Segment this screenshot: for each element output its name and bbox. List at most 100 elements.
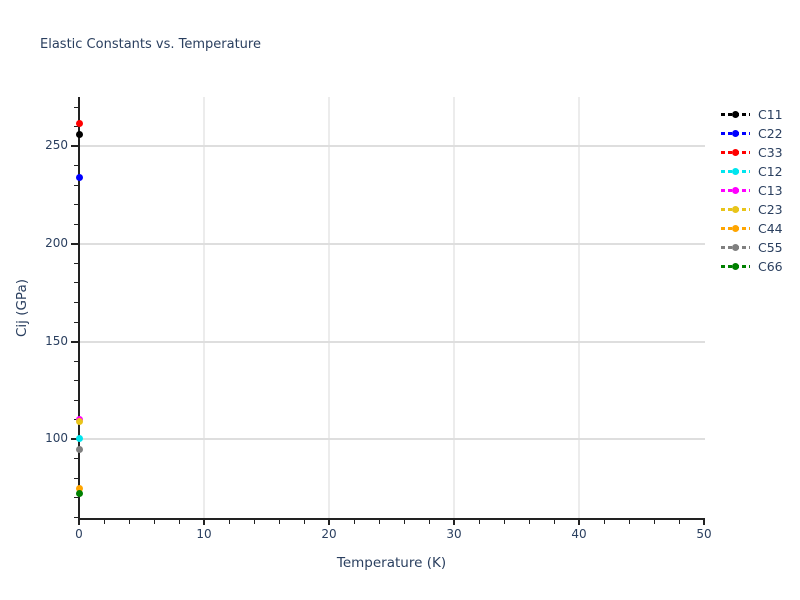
legend-item-C11[interactable]: C11 [721, 105, 783, 124]
x-major-tick-40 [578, 520, 580, 525]
gridline-x-20 [328, 97, 330, 519]
gridline-x-40 [578, 97, 580, 519]
legend-marker-icon [721, 186, 750, 195]
x-tick-label-0: 0 [75, 527, 83, 541]
y-minor-tick-140 [74, 360, 78, 362]
legend-item-C22[interactable]: C22 [721, 124, 783, 143]
y-major-tick-250 [71, 145, 78, 148]
x-major-tick-0 [78, 520, 80, 525]
legend-dot-icon [732, 111, 739, 118]
y-major-tick-200 [71, 242, 78, 245]
legend-item-C55[interactable]: C55 [721, 238, 783, 257]
y-minor-tick-60 [74, 516, 78, 518]
legend-marker-icon [721, 262, 750, 271]
legend-label: C22 [758, 126, 783, 141]
y-minor-tick-210 [74, 223, 78, 225]
x-minor-tick-24 [378, 520, 380, 524]
x-minor-tick-16 [278, 520, 280, 524]
x-tick-label-30: 30 [446, 527, 462, 541]
y-axis-line [78, 97, 80, 521]
legend-label: C66 [758, 259, 783, 274]
y-tick-label-100: 100 [45, 431, 68, 446]
x-minor-tick-8 [178, 520, 180, 524]
x-minor-tick-38 [553, 520, 555, 524]
legend-item-C23[interactable]: C23 [721, 200, 783, 219]
legend-item-C12[interactable]: C12 [721, 162, 783, 181]
legend-item-C66[interactable]: C66 [721, 257, 783, 276]
y-minor-tick-240 [74, 165, 78, 167]
y-minor-tick-180 [74, 282, 78, 284]
legend-item-C33[interactable]: C33 [721, 143, 783, 162]
gridline-y-150 [80, 340, 705, 343]
x-major-tick-10 [203, 520, 205, 525]
legend-label: C13 [758, 183, 783, 198]
legend-label: C55 [758, 240, 783, 255]
data-point-C33 [75, 120, 83, 128]
x-major-tick-20 [328, 520, 330, 525]
y-minor-tick-80 [74, 477, 78, 479]
legend-dot-icon [732, 225, 739, 232]
y-axis-title: Cij (GPa) [14, 278, 30, 338]
x-major-tick-50 [703, 520, 705, 525]
chart-title: Elastic Constants vs. Temperature [40, 37, 261, 52]
x-minor-tick-32 [478, 520, 480, 524]
data-point-C23 [75, 417, 83, 425]
data-point-C12 [75, 434, 83, 442]
x-minor-tick-42 [603, 520, 605, 524]
legend-label: C23 [758, 202, 783, 217]
legend-marker-icon [721, 148, 750, 157]
gridline-y-100 [80, 438, 705, 441]
x-tick-label-10: 10 [196, 527, 212, 541]
x-minor-tick-22 [353, 520, 355, 524]
data-point-C66 [75, 489, 83, 497]
x-minor-tick-14 [253, 520, 255, 524]
x-major-tick-30 [453, 520, 455, 525]
y-minor-tick-120 [74, 399, 78, 401]
legend-marker-icon [721, 243, 750, 252]
legend-marker-icon [721, 224, 750, 233]
x-minor-tick-18 [303, 520, 305, 524]
data-point-C55 [75, 445, 83, 453]
legend-label: C44 [758, 221, 783, 236]
legend-marker-icon [721, 110, 750, 119]
y-minor-tick-260 [74, 126, 78, 128]
y-tick-label-150: 150 [45, 333, 68, 348]
y-minor-tick-270 [74, 106, 78, 108]
data-point-C44 [75, 484, 83, 492]
gridline-y-200 [80, 242, 705, 245]
legend-dot-icon [732, 263, 739, 270]
y-minor-tick-190 [74, 262, 78, 264]
legend-dot-icon [732, 244, 739, 251]
legend-item-C13[interactable]: C13 [721, 181, 783, 200]
x-minor-tick-4 [128, 520, 130, 524]
legend-marker-icon [721, 129, 750, 138]
y-minor-tick-70 [74, 497, 78, 499]
y-minor-tick-170 [74, 302, 78, 304]
x-minor-tick-46 [653, 520, 655, 524]
legend-label: C11 [758, 107, 783, 122]
legend-marker-icon [721, 205, 750, 214]
x-tick-label-50: 50 [696, 527, 712, 541]
x-tick-label-20: 20 [321, 527, 337, 541]
y-tick-label-200: 200 [45, 235, 68, 250]
legend-dot-icon [732, 206, 739, 213]
x-minor-tick-2 [103, 520, 105, 524]
gridline-x-10 [203, 97, 205, 519]
x-minor-tick-26 [403, 520, 405, 524]
x-tick-label-40: 40 [571, 527, 587, 541]
x-minor-tick-36 [528, 520, 530, 524]
x-minor-tick-12 [228, 520, 230, 524]
x-minor-tick-28 [428, 520, 430, 524]
legend-dot-icon [732, 168, 739, 175]
legend-dot-icon [732, 149, 739, 156]
x-axis-line [78, 518, 705, 520]
legend: C11 C22 C33 C12 C13 C23 C44 C55 C66 [721, 105, 783, 276]
y-major-tick-100 [71, 438, 78, 441]
legend-item-C44[interactable]: C44 [721, 219, 783, 238]
x-minor-tick-34 [503, 520, 505, 524]
legend-dot-icon [732, 187, 739, 194]
y-minor-tick-230 [74, 184, 78, 186]
legend-label: C33 [758, 145, 783, 160]
data-point-C22 [75, 173, 83, 181]
